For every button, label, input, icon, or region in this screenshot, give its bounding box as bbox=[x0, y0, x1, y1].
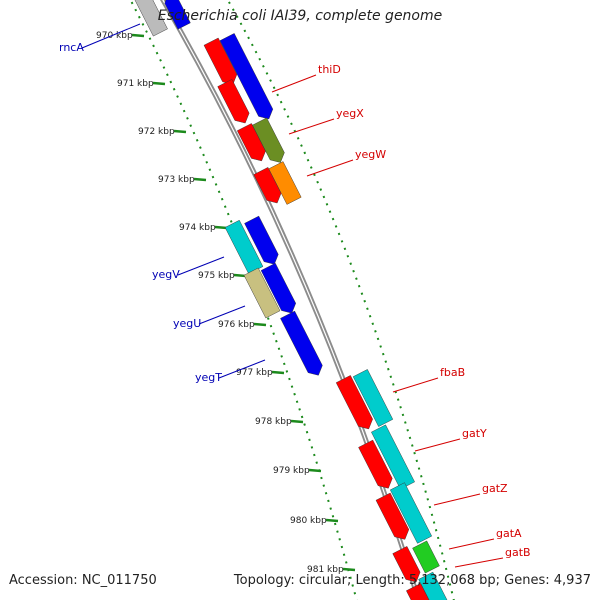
ruler-tick-label: 971 kbp bbox=[117, 79, 154, 89]
ruler-tick-label: 974 kbp bbox=[179, 223, 216, 233]
gene-feature-block bbox=[392, 546, 421, 583]
gene-label-leader bbox=[271, 74, 317, 93]
inner-ruler-line bbox=[129, 0, 358, 600]
gene-label-leader bbox=[288, 118, 335, 135]
gene-feature-block bbox=[352, 369, 394, 427]
ruler-tick bbox=[271, 370, 285, 375]
gene-feature-block bbox=[260, 262, 296, 314]
ruler-tick bbox=[253, 322, 267, 327]
gene-label-gatA: gatA bbox=[496, 527, 522, 540]
kbp-ruler: 970 kbp 971 kbp 972 kbp 973 kbp 974 kbp 975 k… bbox=[96, 0, 455, 600]
ruler-tick-label: 978 kbp bbox=[255, 417, 292, 427]
genome-summary-text: Topology: circular; Length: 5,132,068 bp… bbox=[233, 573, 591, 588]
genome-title: Escherichia coli IAI39, complete genome bbox=[157, 8, 443, 24]
gene-label-leader bbox=[177, 256, 225, 276]
gene-feature-block bbox=[412, 540, 440, 574]
ruler-tick-label: 977 kbp bbox=[236, 368, 273, 378]
ruler-tick bbox=[152, 81, 166, 86]
gene-label-yegW: yegW bbox=[355, 148, 386, 161]
gene-feature-block bbox=[243, 267, 281, 319]
gene-label-gatY: gatY bbox=[462, 427, 487, 440]
gene-label-leader bbox=[81, 23, 141, 49]
gene-feature-block bbox=[253, 167, 282, 204]
gene-feature-block bbox=[375, 492, 410, 540]
ruler-tick-label: 973 kbp bbox=[158, 175, 195, 185]
ruler-tick bbox=[342, 567, 356, 572]
gene-feature-block bbox=[164, 0, 191, 30]
gene-feature-block bbox=[358, 439, 393, 489]
gene-feature-block bbox=[244, 215, 279, 265]
ruler-tick-label: 975 kbp bbox=[198, 271, 235, 281]
gene-label-yegU: yegU bbox=[173, 317, 201, 330]
ruler-tick-label: 979 kbp bbox=[273, 466, 310, 476]
gene-feature-block bbox=[335, 375, 373, 430]
ruler-tick bbox=[131, 33, 145, 38]
gene-feature-block bbox=[268, 161, 302, 205]
ruler-tick-label: 970 kbp bbox=[96, 31, 133, 41]
gene-label-gatB: gatB bbox=[505, 546, 531, 559]
ruler-tick bbox=[173, 129, 187, 134]
ruler-tick bbox=[290, 419, 304, 424]
gene-feature-block bbox=[371, 424, 415, 490]
gene-label-leader bbox=[218, 359, 266, 379]
ruler-tick bbox=[308, 468, 322, 473]
gene-feature-block bbox=[224, 219, 264, 275]
outer-ruler-line bbox=[226, 0, 455, 600]
gene-label-gatZ: gatZ bbox=[482, 482, 508, 495]
ruler-tick bbox=[214, 225, 228, 230]
gene-feature-block bbox=[203, 37, 238, 85]
gene-label-leader bbox=[414, 438, 461, 452]
gene-feature-block bbox=[217, 79, 250, 124]
ruler-tick-label: 981 kbp bbox=[307, 565, 344, 575]
ruler-tick bbox=[233, 273, 247, 278]
ruler-tick-label: 972 kbp bbox=[138, 127, 175, 137]
gene-feature-block bbox=[406, 583, 430, 600]
gene-label-leader bbox=[454, 557, 504, 568]
gene-feature-block bbox=[219, 33, 274, 120]
gene-label-leader bbox=[433, 493, 481, 506]
ruler-tick bbox=[193, 177, 207, 182]
gene-feature-block bbox=[252, 117, 285, 163]
gene-label-leader bbox=[448, 538, 495, 550]
ruler-tick bbox=[325, 518, 339, 523]
gene-label-leader bbox=[392, 377, 439, 393]
gene-feature-block bbox=[236, 123, 266, 162]
gene-labels: thiD yegX yegW fbaB gatY gatZ gatA gatB rncA yegV… bbox=[59, 23, 531, 568]
accession-text: Accession: NC_011750 bbox=[9, 573, 157, 588]
gene-feature-block bbox=[280, 310, 323, 376]
gene-label-yegT: yegT bbox=[195, 371, 222, 384]
gene-label-fbaB: fbaB bbox=[440, 366, 465, 379]
ruler-tick-label: 980 kbp bbox=[290, 516, 327, 526]
gene-label-leader bbox=[198, 305, 246, 325]
gene-feature-block bbox=[389, 482, 433, 544]
gene-label-thiD: thiD bbox=[318, 63, 341, 76]
gene-label-yegX: yegX bbox=[336, 107, 364, 120]
gene-label-yegV: yegV bbox=[152, 268, 180, 281]
gene-label-rncA: rncA bbox=[59, 41, 84, 54]
gene-feature-block bbox=[132, 0, 168, 37]
gene-label-leader bbox=[306, 159, 354, 177]
gene-features bbox=[132, 0, 448, 600]
ruler-tick-label: 976 kbp bbox=[218, 320, 255, 330]
